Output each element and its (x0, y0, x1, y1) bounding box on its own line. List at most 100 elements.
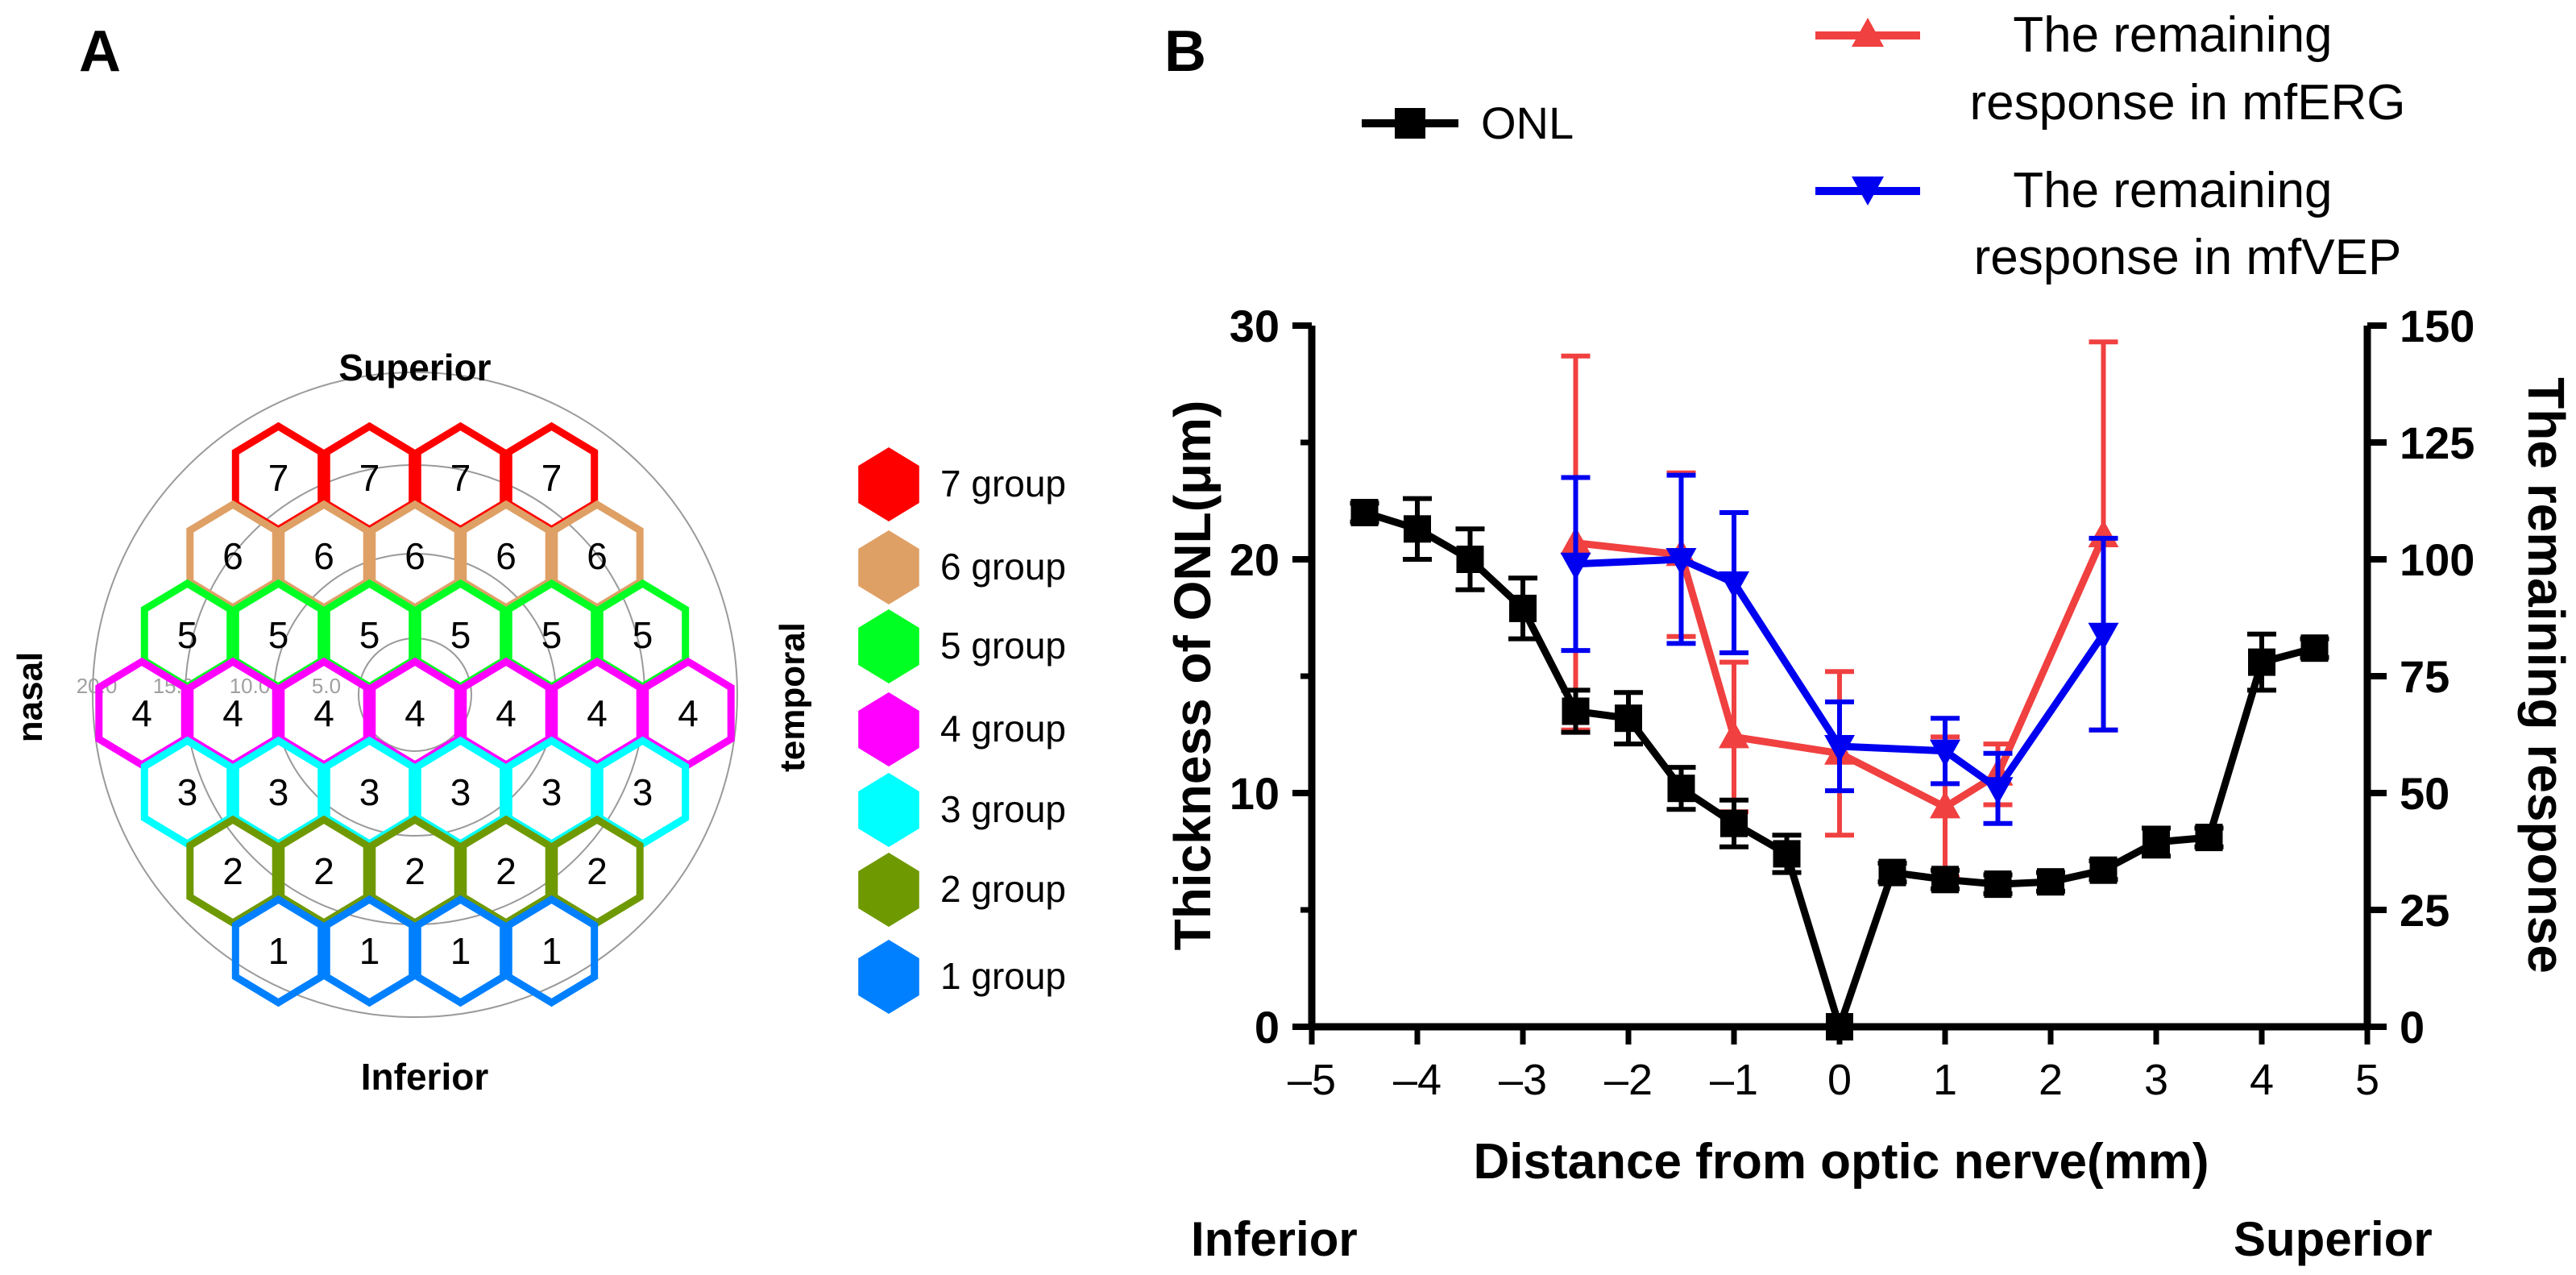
data-point (1930, 739, 1960, 767)
series-onl (1350, 496, 2329, 1040)
x-tick-label: –4 (1393, 1056, 1441, 1104)
hex-group-number: 1 (359, 930, 380, 972)
hex-group-number: 7 (450, 457, 471, 499)
hex-group-number: 3 (268, 771, 289, 813)
group-legend-item: 6 group (858, 530, 1066, 604)
direction-inferior-b: Inferior (1191, 1212, 1358, 1266)
hex-outline (413, 895, 508, 1007)
group-legend: 7 group 6 group 5 group 4 group 3 group 2 gro… (858, 447, 1066, 1014)
hex-group-number: 3 (359, 771, 380, 813)
x-tick-label: 4 (2250, 1056, 2274, 1104)
polar-ring (92, 372, 738, 1018)
hex-group-number: 4 (678, 692, 699, 734)
hex-group-number: 6 (496, 535, 516, 577)
hex-group-number: 2 (404, 850, 425, 892)
data-point (1665, 548, 1697, 575)
y-tick-label-right: 50 (2400, 768, 2449, 819)
hex-group-number: 3 (450, 771, 471, 813)
legend-label-mferg-line1: The remaining (2013, 7, 2332, 63)
hex-group-number: 6 (404, 535, 425, 577)
legend-label-mfvep-line2: response in mfVEP (1974, 230, 2402, 285)
legend-marker-mfvep (1852, 177, 1884, 206)
data-point (2248, 648, 2275, 676)
hex-group-number: 5 (450, 614, 471, 656)
x-axis-title: Distance from optic nerve(mm) (1474, 1134, 2209, 1190)
group-legend-item: 2 group (858, 853, 1066, 927)
data-point (2089, 856, 2118, 884)
y-axis-title-left: Thickness of ONL(μm) (1164, 401, 1222, 951)
hex-group-number: 7 (359, 457, 380, 499)
group-legend-label: 4 group (940, 708, 1066, 750)
hex-group-number: 3 (177, 771, 198, 813)
y-tick-label-left: 10 (1230, 768, 1280, 819)
y-axis-title-right: The remaining response (2517, 377, 2575, 974)
group-legend-swatch (858, 609, 919, 683)
y-tick-label-right: 125 (2400, 417, 2474, 468)
hex-group-number: 1 (268, 930, 289, 972)
x-tick-label: 0 (1827, 1056, 1852, 1104)
group-legend-label: 1 group (940, 955, 1066, 997)
data-point (1350, 499, 1379, 526)
x-tick-label: –1 (1710, 1056, 1758, 1104)
hexagon-grid: 7 7 7 76 6 6 6 65 5 5 5 5 54 4 4 4 4 4 43 3 3 3 3 32 2 2 2 21 1 1 1 (95, 422, 735, 1007)
data-point (2195, 824, 2223, 852)
data-point (1982, 777, 2014, 805)
data-point (1984, 870, 2012, 899)
x-tick-label: –3 (1499, 1056, 1547, 1104)
legend-entry-onl: ONL (1362, 98, 1574, 148)
data-point (1826, 1013, 1853, 1040)
data-point (1878, 858, 1906, 887)
legend-marker-mferg (1852, 18, 1884, 47)
group-legend-item: 4 group (858, 692, 1066, 766)
hex-group-number: 4 (404, 692, 425, 734)
data-point (1560, 552, 1591, 580)
data-point (1562, 697, 1590, 725)
hex-group-number: 2 (313, 850, 334, 892)
series-mferg (1560, 339, 2119, 880)
legend-entry-mferg: The remaining response in mfERG (1815, 7, 2406, 131)
hex-group-number: 3 (541, 771, 562, 813)
x-tick-label: –2 (1604, 1056, 1653, 1104)
group-legend-item: 5 group (858, 609, 1066, 683)
hex-cell: 1 (413, 895, 508, 1007)
series-mfvep (1560, 472, 2119, 826)
hex-group-number: 7 (541, 457, 562, 499)
y-tick-label-left: 30 (1230, 301, 1280, 351)
legend-label-mfvep: The remaining response in mfVEP (1974, 163, 2402, 285)
data-point (1931, 866, 1959, 894)
data-point (1404, 515, 1431, 543)
y-tick-label-right: 75 (2400, 651, 2449, 702)
direction-temporal: temporal (773, 622, 812, 772)
data-point (1456, 546, 1484, 573)
hex-group-number: 6 (222, 535, 243, 577)
data-point (1719, 571, 1749, 599)
hex-group-number: 2 (587, 850, 608, 892)
direction-nasal: nasal (10, 652, 50, 743)
hex-group-number: 3 (633, 771, 653, 813)
data-point (2143, 828, 2170, 856)
hex-group-number: 6 (587, 535, 608, 577)
panel-b: B ONL The remaining response in mfERG Th… (1164, 7, 2575, 1266)
data-point (1719, 721, 1749, 749)
hex-group-number: 5 (268, 614, 289, 656)
hex-group-number: 2 (496, 850, 516, 892)
hex-group-number: 6 (313, 535, 334, 577)
hex-group-number: 7 (268, 457, 289, 499)
data-point (1509, 594, 1537, 622)
group-legend-swatch (858, 530, 919, 604)
y-tick-label-left: 0 (1255, 1002, 1280, 1053)
x-tick-label: –5 (1288, 1056, 1336, 1104)
data-point (2088, 622, 2119, 650)
hex-group-number: 1 (541, 930, 562, 972)
hex-outline (504, 895, 599, 1007)
hex-group-number: 5 (359, 614, 380, 656)
hex-outline (231, 895, 326, 1007)
hex-group-number: 4 (496, 692, 516, 734)
y-tick-label-right: 150 (2400, 301, 2474, 351)
legend-marker-onl (1395, 108, 1425, 139)
y-tick-label-right: 100 (2400, 534, 2474, 585)
group-legend-item: 3 group (858, 773, 1066, 847)
direction-superior: Superior (338, 347, 491, 388)
legend-label-onl: ONL (1481, 98, 1574, 148)
group-legend-item: 7 group (858, 447, 1066, 521)
